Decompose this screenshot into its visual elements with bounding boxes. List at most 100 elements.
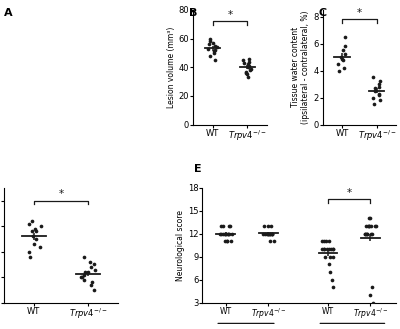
Point [225,231,231,237]
Point [365,223,372,229]
Point [224,239,230,244]
Point [206,53,213,59]
Point [246,56,252,61]
Point [259,231,266,237]
Y-axis label: Lesion volume (mm³): Lesion volume (mm³) [167,27,176,108]
Point [269,231,276,237]
Point [210,50,217,56]
Point [33,236,39,241]
Point [87,259,93,265]
Point [371,86,378,91]
Point [212,47,218,53]
Point [90,287,97,292]
Point [336,68,342,73]
Point [366,223,372,229]
Point [206,39,213,44]
Point [241,60,248,65]
Point [37,244,44,249]
Point [271,239,277,244]
Point [245,65,252,70]
Point [269,231,276,237]
Text: A: A [4,8,13,18]
Point [242,70,249,76]
Point [214,44,220,50]
Point [269,231,276,237]
Point [377,98,383,103]
Point [327,254,334,259]
Point [217,231,223,237]
Point [367,292,373,298]
Point [369,231,375,237]
Point [88,264,94,269]
Point [225,231,232,237]
Point [31,241,38,247]
Point [38,223,44,229]
Point [265,223,272,229]
Point [264,231,271,237]
Point [325,246,332,252]
Point [246,59,253,64]
Point [222,231,228,237]
Point [362,231,368,237]
Point [376,92,382,98]
Point [340,48,346,53]
Point [220,231,227,237]
Point [340,65,347,71]
Point [211,49,218,54]
Point [371,102,378,107]
Point [222,231,228,237]
Text: *: * [58,190,64,199]
Y-axis label: Tissue water content
(ipsilateral - contralateral, %): Tissue water content (ipsilateral - cont… [291,11,310,124]
Y-axis label: Neurological score: Neurological score [176,210,185,281]
Point [327,269,334,275]
Point [363,223,369,229]
Point [366,216,372,221]
Point [228,231,235,237]
Point [82,269,88,275]
Point [339,56,345,61]
Point [85,269,92,275]
Point [338,55,344,60]
Point [327,246,334,252]
Point [33,229,39,234]
Point [240,58,246,63]
Point [267,231,273,237]
Point [319,239,326,244]
Point [244,62,251,67]
Point [89,280,95,285]
Point [367,216,373,221]
Point [226,223,232,229]
Point [330,285,336,290]
Point [330,246,336,252]
Point [329,277,335,282]
Point [362,231,369,237]
Point [228,239,234,244]
Text: *: * [228,10,232,20]
Point [244,72,250,77]
Point [324,246,330,252]
Point [369,285,375,290]
Text: E: E [194,164,202,174]
Point [322,239,329,244]
Point [224,239,230,244]
Point [372,88,378,93]
Point [261,223,268,229]
Point [376,91,382,96]
Point [226,223,233,229]
Point [370,300,377,305]
Point [226,231,232,237]
Text: *: * [357,8,362,18]
Point [342,34,349,39]
Point [264,231,271,237]
Point [340,57,346,63]
Text: *: * [347,188,352,198]
Point [364,223,371,229]
Point [376,82,382,87]
Point [79,274,86,280]
Point [319,246,326,252]
Point [212,58,218,63]
Point [246,63,253,68]
Point [91,262,97,267]
Point [330,246,337,252]
Text: B: B [189,8,198,18]
